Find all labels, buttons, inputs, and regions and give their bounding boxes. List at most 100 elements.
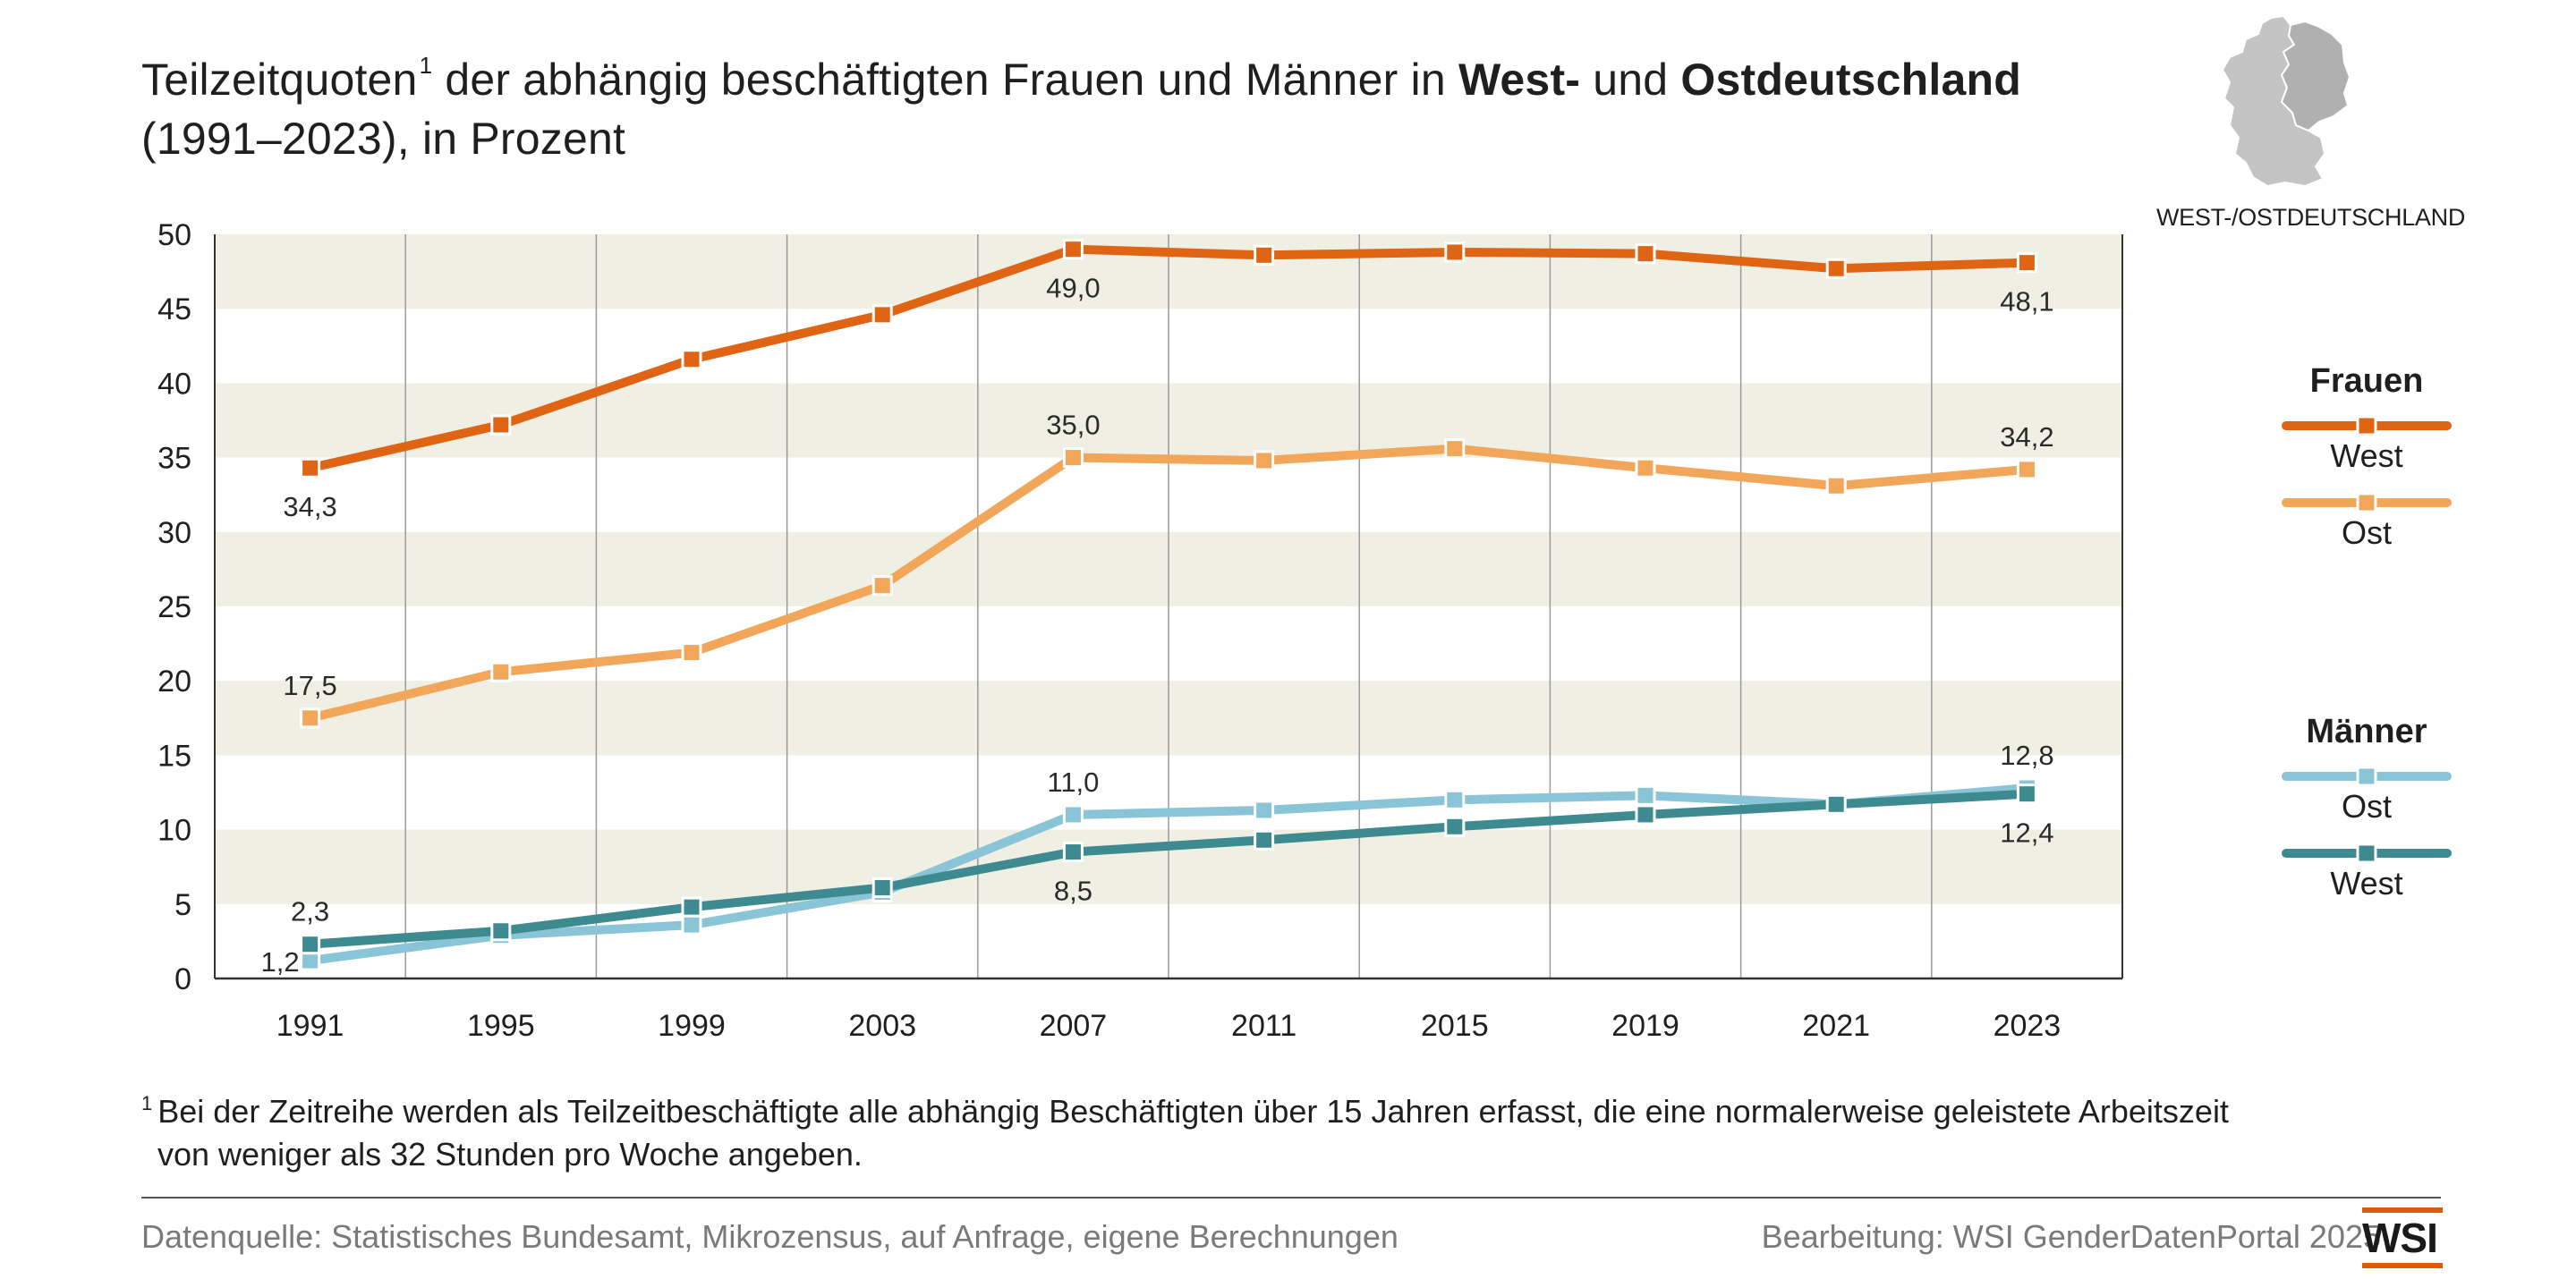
germany-map-icon (2221, 14, 2351, 188)
title-ost: Ostdeutschland (1680, 55, 2022, 105)
data-point (490, 661, 512, 682)
logo-accent-bar (2362, 1263, 2443, 1268)
line-chart: 0 5 10 15 20 25 30 35 40 45 50 1991 1995 1999 2003 2007… (157, 218, 2452, 1043)
title-line-1: Teilzeitquoten1 der abhängig beschäftigt… (141, 36, 2021, 109)
data-label: 35,0 (1046, 410, 1100, 441)
y-tick-label: 20 (157, 665, 191, 699)
chart-title: Teilzeitquoten1 der abhängig beschäftigt… (141, 36, 2021, 168)
y-tick-label: 25 (157, 590, 191, 624)
data-point (1062, 842, 1084, 863)
chart-legend: Frauen West Ost Männer Ost West (2282, 362, 2452, 902)
data-point (1062, 804, 1084, 826)
legend-heading: Männer (2306, 713, 2427, 750)
data-point (300, 457, 321, 479)
title-line-2: (1991–2023), in Prozent (141, 114, 626, 164)
x-tick-label: 1991 (276, 1009, 344, 1043)
footnote-line-1: 1 Bei der Zeitreihe werden als Teilzeitbe… (141, 1082, 2229, 1133)
title-text: und (1580, 55, 1681, 105)
data-label: 34,3 (283, 491, 336, 522)
x-tick-label: 2007 (1040, 1009, 1108, 1043)
chart-data-labels: 34,3 49,0 48,1 17,5 35,0 34,2 1,2 11,0 12,8 2,3 8,… (260, 273, 2053, 978)
data-point (871, 575, 893, 597)
data-point (1635, 804, 1656, 826)
title-text: Teilzeitquoten (141, 55, 418, 105)
title-footnote-marker: 1 (419, 52, 433, 79)
data-point (1635, 784, 1656, 806)
y-tick-label: 50 (157, 218, 191, 252)
x-tick-label: 2019 (1611, 1009, 1679, 1043)
data-point (1825, 258, 1847, 279)
data-point (490, 920, 512, 942)
y-tick-label: 10 (157, 814, 191, 848)
legend-label: Ost (2342, 514, 2392, 551)
y-tick-label: 0 (174, 962, 191, 996)
series-line-frauen-ost (305, 444, 2032, 723)
legend-swatch-marker (2356, 492, 2377, 513)
data-label: 49,0 (1046, 273, 1100, 304)
legend-swatch-marker (2356, 766, 2377, 787)
data-point (1062, 447, 1084, 469)
legend-label: West (2330, 437, 2402, 474)
data-label: 11,0 (1047, 767, 1099, 798)
data-point (2016, 252, 2037, 274)
data-point (2016, 459, 2037, 480)
data-point (1254, 829, 1275, 851)
data-point (1444, 438, 1466, 460)
data-point (1444, 241, 1466, 263)
logo-text: WSI (2362, 1215, 2438, 1261)
map-label: WEST-/OSTDEUTSCHLAND (2156, 204, 2466, 231)
data-label: 34,2 (2000, 421, 2053, 453)
data-point (1254, 450, 1275, 471)
footnote: 1 Bei der Zeitreihe werden als Teilzeitbe… (141, 1082, 2229, 1176)
y-tick-label: 40 (157, 367, 191, 401)
chart-axes: 0 5 10 15 20 25 30 35 40 45 50 1991 1995 1999 2003 2007… (157, 218, 2123, 1043)
data-point (681, 349, 702, 370)
chart-grid (215, 234, 2122, 978)
data-point (300, 934, 321, 955)
x-tick-label: 2021 (1802, 1009, 1870, 1043)
legend-label: West (2330, 865, 2402, 902)
data-point (1254, 800, 1275, 821)
x-tick-label: 2011 (1231, 1009, 1297, 1043)
data-point (681, 642, 702, 664)
y-tick-label: 35 (157, 442, 191, 476)
data-label: 48,1 (2000, 286, 2053, 318)
footnote-text: Bei der Zeitreihe werden als Teilzeitbes… (157, 1093, 2229, 1130)
data-label: 8,5 (1054, 876, 1092, 907)
y-tick-label: 30 (157, 516, 191, 550)
series-line-frauen-west (305, 244, 2032, 473)
data-point (300, 707, 321, 729)
data-source: Datenquelle: Statistisches Bundesamt, Mi… (141, 1218, 1399, 1255)
data-point (871, 304, 893, 326)
x-tick-label: 1995 (467, 1009, 535, 1043)
title-text: der abhängig beschäftigten Frauen und Mä… (432, 55, 1458, 105)
x-tick-label: 1999 (658, 1009, 726, 1043)
data-point (1444, 789, 1466, 810)
east-germany-shape (2280, 20, 2351, 132)
x-tick-label: 2003 (848, 1009, 916, 1043)
legend-label: Ost (2342, 788, 2392, 825)
footnote-line-2: von weniger als 32 Stunden pro Woche ang… (157, 1136, 863, 1173)
title-west: West- (1458, 55, 1581, 105)
chart-series (300, 239, 2037, 971)
data-point (681, 914, 702, 936)
data-point (490, 414, 512, 436)
data-point (1635, 457, 1656, 479)
legend-swatch-marker (2356, 843, 2377, 864)
credit: Bearbeitung: WSI GenderDatenPortal 2025 (1761, 1218, 2381, 1255)
footnote-marker: 1 (141, 1092, 153, 1114)
data-label: 17,5 (283, 670, 336, 701)
data-point (1635, 243, 1656, 265)
data-point (1062, 239, 1084, 260)
data-point (681, 896, 702, 918)
series-line-männer-west (305, 789, 2032, 949)
data-point (1825, 793, 1847, 815)
x-tick-label: 2023 (1994, 1009, 2062, 1043)
data-point (1254, 244, 1275, 266)
y-tick-label: 45 (157, 292, 191, 326)
legend-heading: Frauen (2310, 362, 2424, 400)
data-point (2016, 783, 2037, 805)
x-tick-label: 2015 (1421, 1009, 1489, 1043)
divider (141, 1197, 2441, 1199)
